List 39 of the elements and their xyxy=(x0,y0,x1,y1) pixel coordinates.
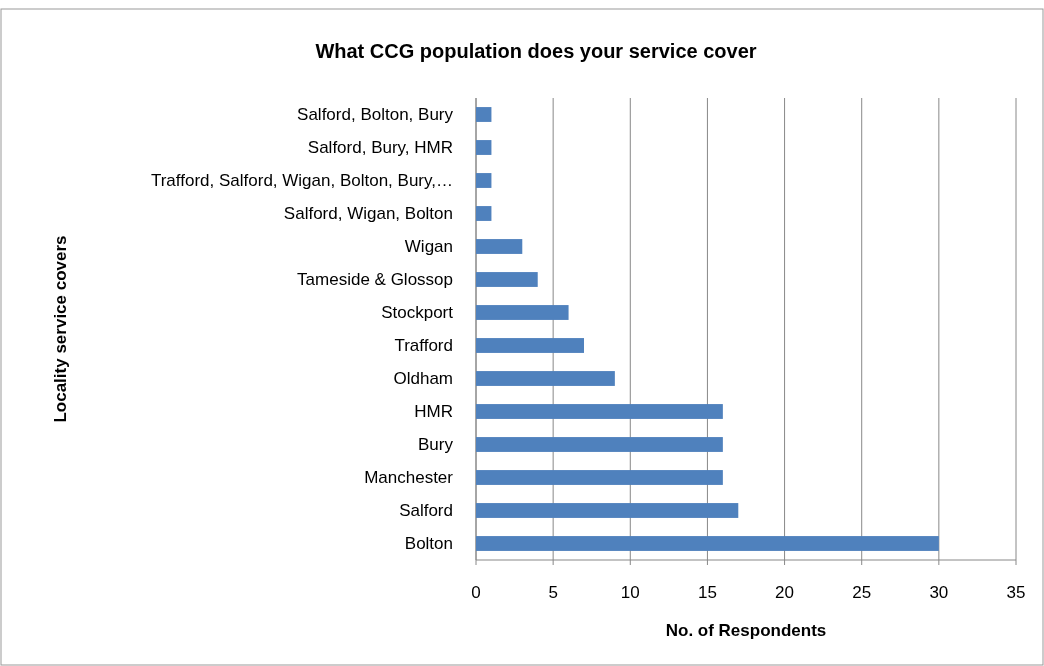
y-tick-label: Trafford, Salford, Wigan, Bolton, Bury,… xyxy=(150,171,453,191)
bar xyxy=(476,140,492,155)
x-tick-label: 0 xyxy=(471,583,481,602)
y-tick-label: Bolton xyxy=(404,534,453,554)
y-tick-label: Stockport xyxy=(381,303,454,323)
x-axis-title: No. of Respondents xyxy=(665,621,827,640)
y-tick-label: Salford xyxy=(399,501,453,521)
bar xyxy=(476,305,569,320)
y-tick-label: Salford, Bury, HMR xyxy=(307,138,453,158)
y-tick-label: Tameside & Glossop xyxy=(297,270,453,290)
y-tick-label: Salford, Wigan, Bolton xyxy=(283,204,453,224)
bar xyxy=(476,503,739,518)
y-tick-label: Bury xyxy=(418,435,454,455)
x-tick-label: 15 xyxy=(697,583,717,602)
bar xyxy=(476,206,492,221)
y-tick-label: Salford, Bolton, Bury xyxy=(297,105,454,125)
bar xyxy=(476,272,538,287)
x-tick-label: 5 xyxy=(548,583,558,602)
bar xyxy=(476,371,615,386)
bar xyxy=(476,107,492,122)
x-tick-label: 20 xyxy=(775,583,795,602)
y-axis-title: Locality service covers xyxy=(51,235,70,423)
bar xyxy=(476,404,723,419)
bar xyxy=(476,536,939,551)
bar xyxy=(476,173,492,188)
y-tick-label: Trafford xyxy=(394,336,453,356)
y-tick-label: Manchester xyxy=(364,468,454,488)
y-tick-label: HMR xyxy=(414,402,453,422)
x-tick-label: 30 xyxy=(929,583,949,602)
bar xyxy=(476,239,523,254)
x-tick-label: 10 xyxy=(620,583,640,602)
x-tick-label: 25 xyxy=(852,583,872,602)
bar xyxy=(476,470,723,485)
y-tick-label: Wigan xyxy=(404,237,453,257)
bar xyxy=(476,437,723,452)
x-tick-label: 35 xyxy=(1006,583,1026,602)
chart-title: What CCG population does your service cover xyxy=(315,40,757,62)
y-tick-label: Oldham xyxy=(393,369,453,389)
bar xyxy=(476,338,584,353)
